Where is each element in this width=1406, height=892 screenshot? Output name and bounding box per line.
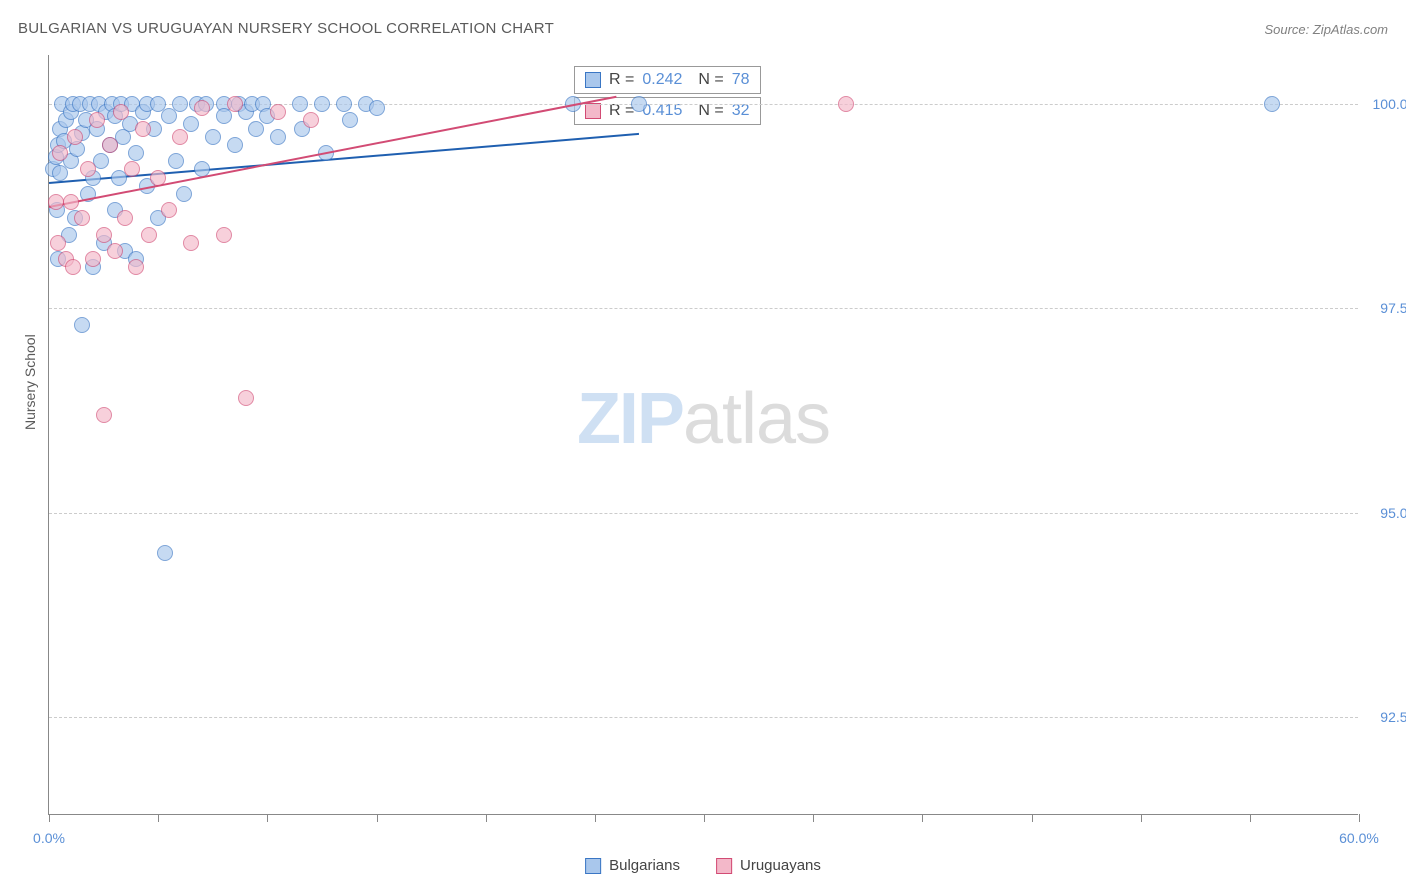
x-tick	[1359, 814, 1360, 822]
y-tick-label: 100.0%	[1373, 96, 1406, 112]
scatter-point	[150, 170, 166, 186]
scatter-point	[205, 129, 221, 145]
x-tick	[158, 814, 159, 822]
scatter-point	[183, 235, 199, 251]
scatter-point	[65, 259, 81, 275]
x-tick	[704, 814, 705, 822]
scatter-point	[48, 194, 64, 210]
stats-box-series-1: R = 0.415 N = 32	[574, 97, 761, 125]
x-tick	[813, 814, 814, 822]
scatter-point	[838, 96, 854, 112]
x-tick	[1032, 814, 1033, 822]
scatter-point	[157, 545, 173, 561]
stats-n-label: N =	[698, 71, 723, 89]
chart-source: Source: ZipAtlas.com	[1264, 22, 1388, 37]
swatch-icon	[585, 72, 601, 88]
watermark: ZIPatlas	[577, 378, 830, 460]
chart-title: BULGARIAN VS URUGUAYAN NURSERY SCHOOL CO…	[18, 20, 554, 37]
x-tick	[1141, 814, 1142, 822]
stats-n-value: 78	[732, 71, 750, 89]
swatch-icon	[585, 858, 601, 874]
scatter-point	[128, 145, 144, 161]
scatter-point	[194, 100, 210, 116]
scatter-point	[67, 129, 83, 145]
scatter-point	[135, 121, 151, 137]
x-tick	[267, 814, 268, 822]
legend-item: Uruguayans	[716, 857, 821, 874]
plot-area: ZIPatlas R = 0.242 N = 78 R = 0.415 N = …	[48, 55, 1358, 815]
x-tick	[486, 814, 487, 822]
scatter-point	[270, 104, 286, 120]
scatter-point	[74, 317, 90, 333]
x-tick-label: 0.0%	[33, 830, 65, 846]
scatter-point	[314, 96, 330, 112]
gridline	[49, 513, 1358, 514]
scatter-point	[303, 112, 319, 128]
scatter-point	[336, 96, 352, 112]
scatter-point	[80, 161, 96, 177]
x-tick	[595, 814, 596, 822]
x-tick	[1250, 814, 1251, 822]
y-tick-label: 92.5%	[1380, 709, 1406, 725]
scatter-point	[172, 129, 188, 145]
legend: Bulgarians Uruguayans	[585, 857, 821, 874]
scatter-point	[631, 96, 647, 112]
scatter-point	[113, 104, 129, 120]
y-tick-label: 97.5%	[1380, 300, 1406, 316]
scatter-point	[270, 129, 286, 145]
scatter-point	[161, 202, 177, 218]
gridline	[49, 308, 1358, 309]
scatter-point	[85, 251, 101, 267]
scatter-point	[176, 186, 192, 202]
watermark-atlas: atlas	[683, 379, 830, 459]
y-tick-label: 95.0%	[1380, 505, 1406, 521]
scatter-point	[216, 227, 232, 243]
legend-label: Uruguayans	[740, 857, 821, 874]
scatter-point	[227, 137, 243, 153]
legend-item: Bulgarians	[585, 857, 680, 874]
stats-r-value: 0.242	[642, 71, 682, 89]
scatter-point	[96, 407, 112, 423]
legend-label: Bulgarians	[609, 857, 680, 874]
scatter-point	[74, 210, 90, 226]
scatter-point	[369, 100, 385, 116]
scatter-point	[342, 112, 358, 128]
watermark-zip: ZIP	[577, 379, 683, 459]
scatter-point	[168, 153, 184, 169]
scatter-point	[227, 96, 243, 112]
gridline	[49, 717, 1358, 718]
scatter-point	[89, 112, 105, 128]
correlation-chart: BULGARIAN VS URUGUAYAN NURSERY SCHOOL CO…	[0, 0, 1406, 892]
scatter-point	[50, 235, 66, 251]
scatter-point	[117, 210, 133, 226]
x-tick-label: 60.0%	[1339, 830, 1379, 846]
scatter-point	[63, 194, 79, 210]
swatch-icon	[716, 858, 732, 874]
x-tick	[49, 814, 50, 822]
stats-r-label: R =	[609, 71, 634, 89]
scatter-point	[238, 390, 254, 406]
scatter-point	[52, 145, 68, 161]
scatter-point	[172, 96, 188, 112]
scatter-point	[102, 137, 118, 153]
y-axis-label: Nursery School	[22, 334, 38, 430]
scatter-point	[1264, 96, 1280, 112]
scatter-point	[96, 227, 112, 243]
scatter-point	[128, 259, 144, 275]
scatter-point	[124, 161, 140, 177]
x-tick	[377, 814, 378, 822]
x-tick	[922, 814, 923, 822]
scatter-point	[141, 227, 157, 243]
scatter-point	[107, 243, 123, 259]
scatter-point	[292, 96, 308, 112]
swatch-icon	[585, 103, 601, 119]
stats-box-series-0: R = 0.242 N = 78	[574, 66, 761, 94]
